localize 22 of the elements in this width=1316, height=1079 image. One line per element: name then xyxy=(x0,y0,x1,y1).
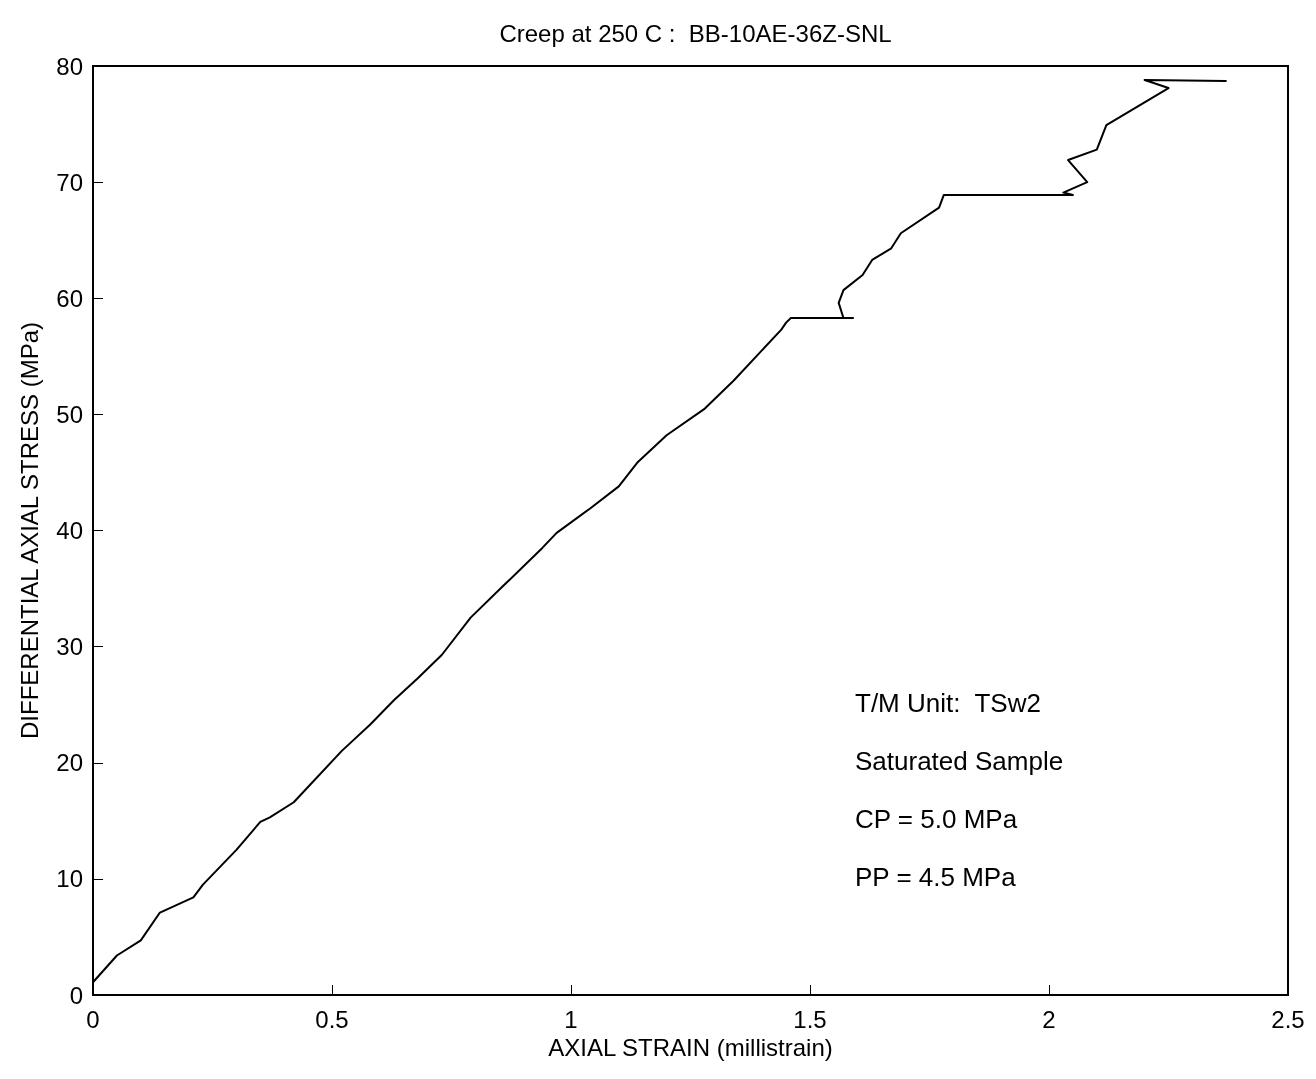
annotation: PP = 4.5 MPa xyxy=(855,862,1017,892)
y-tick-label: 60 xyxy=(56,284,83,312)
x-tick-label: 1.5 xyxy=(793,1005,827,1033)
x-tick-label: 0 xyxy=(86,1005,100,1033)
y-tick-label: 0 xyxy=(69,981,83,1009)
y-tick-label: 10 xyxy=(56,865,83,893)
y-tick-label: 30 xyxy=(56,633,83,661)
y-tick-label: 80 xyxy=(56,52,83,80)
y-tick-label: 70 xyxy=(56,168,83,196)
x-tick-label: 0.5 xyxy=(315,1005,349,1033)
annotation: T/M Unit: TSw2 xyxy=(855,688,1041,718)
y-tick-label: 50 xyxy=(56,400,83,428)
y-tick-label: 20 xyxy=(56,749,83,777)
annotation: CP = 5.0 MPa xyxy=(855,804,1018,834)
x-tick-label: 1 xyxy=(564,1005,578,1033)
x-tick-label: 2 xyxy=(1042,1005,1056,1033)
y-axis-title: DIFFERENTIAL AXIAL STRESS (MPa) xyxy=(15,322,43,739)
annotation: Saturated Sample xyxy=(855,746,1064,776)
y-tick-label: 40 xyxy=(56,517,83,544)
chart-title: Creep at 250 C : BB-10AE-36Z-SNL xyxy=(499,19,892,47)
x-axis-title: AXIAL STRAIN (millistrain) xyxy=(548,1034,833,1062)
x-tick-label: 2.5 xyxy=(1271,1005,1305,1033)
